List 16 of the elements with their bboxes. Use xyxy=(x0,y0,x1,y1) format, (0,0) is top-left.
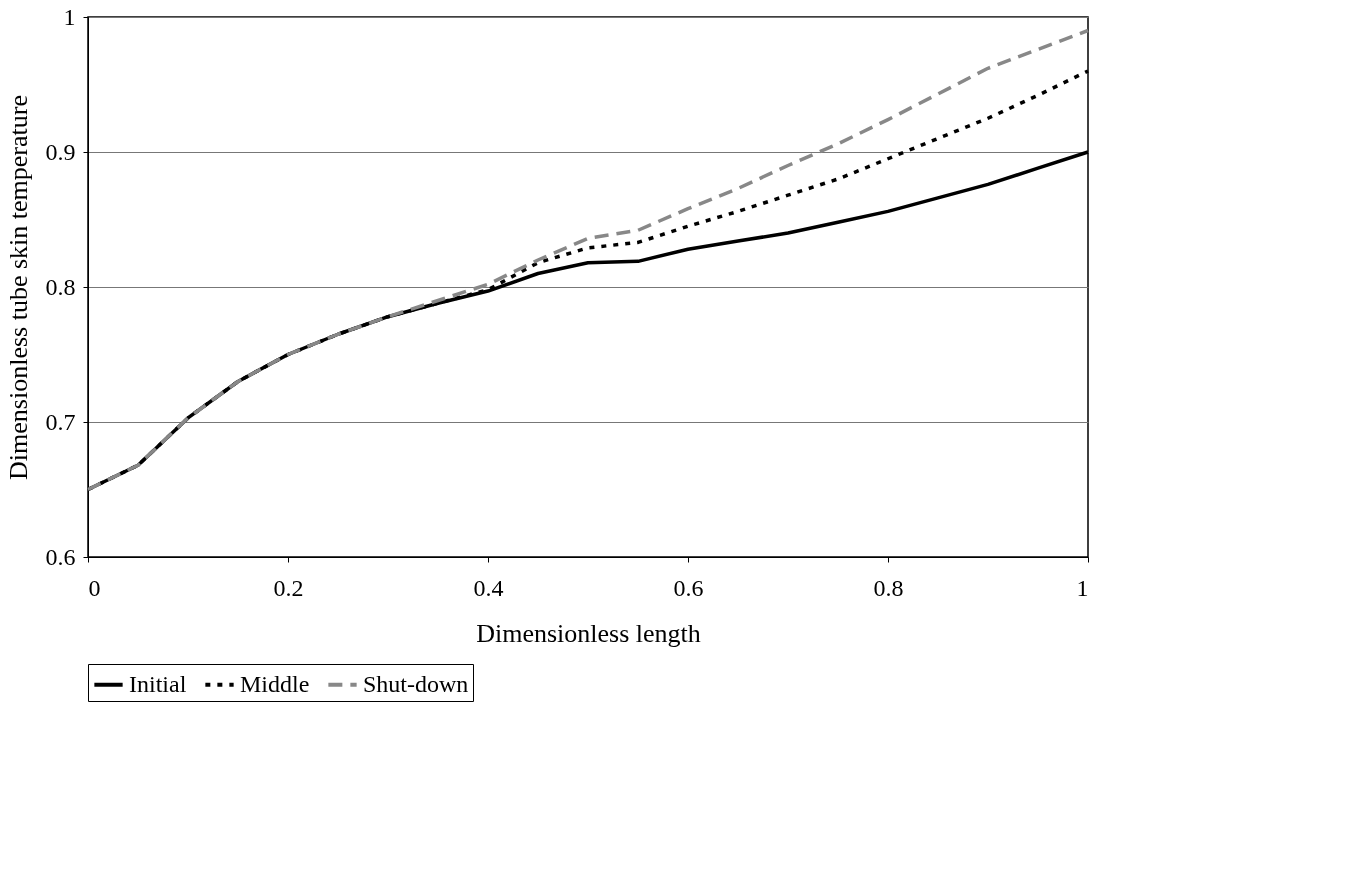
y-tick-label: 0.9 xyxy=(45,138,76,165)
x-tick-label: 0.6 xyxy=(673,574,704,601)
x-tick-label: 0.8 xyxy=(873,574,904,601)
x-tick-label: 0.2 xyxy=(273,574,304,601)
legend-label: Shut-down xyxy=(363,670,469,697)
x-tick-label: 0.4 xyxy=(473,574,504,601)
y-tick-label: 0.7 xyxy=(45,408,76,435)
y-tick-label: 0.6 xyxy=(45,543,76,570)
x-axis-title: Dimensionless length xyxy=(476,618,701,648)
y-tick-label: 1 xyxy=(63,3,76,30)
x-tick-label: 1 xyxy=(1076,574,1089,601)
legend-label: Initial xyxy=(129,670,187,697)
y-tick-label: 0.8 xyxy=(45,273,76,300)
x-tick-label: 0 xyxy=(88,574,101,601)
y-axis-title: Dimensionless tube skin temperature xyxy=(3,95,33,480)
legend-label: Middle xyxy=(240,670,310,697)
